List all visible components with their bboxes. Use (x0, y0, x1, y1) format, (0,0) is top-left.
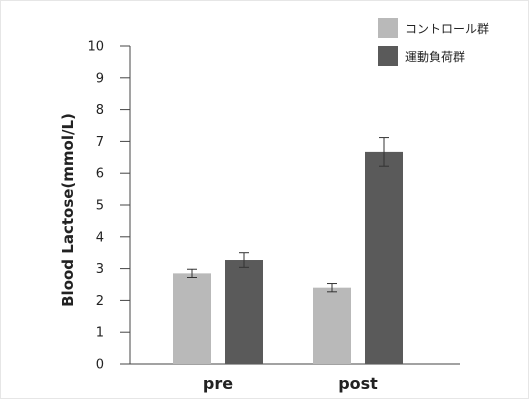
error-bars (187, 137, 389, 293)
y-tick-label: 6 (96, 167, 104, 182)
bar-post-series-0 (313, 287, 351, 364)
x-tick-label: post (338, 374, 378, 393)
axes (120, 45, 460, 365)
y-tick-label: 4 (96, 230, 104, 245)
bars (173, 151, 403, 364)
y-tick-label: 10 (87, 40, 104, 55)
y-tick-label: 2 (96, 294, 104, 309)
labels: 0 1 2 3 4 5 6 7 8 9 10 Blood Lactose(mmol/L) pre post (59, 40, 378, 394)
y-tick-label: 0 (96, 358, 104, 373)
y-tick-label: 7 (96, 135, 104, 150)
y-tick-label: 1 (96, 326, 104, 341)
bar-pre-series-0 (173, 273, 211, 364)
bar-post-series-1 (365, 151, 403, 364)
legend-swatch-1 (378, 46, 398, 66)
y-tick-label: 8 (96, 103, 104, 118)
legend-label-1: 運動負荷群 (405, 50, 465, 64)
legend-swatch-0 (378, 18, 398, 38)
y-tick-label: 5 (96, 199, 104, 214)
bar-pre-series-1 (225, 260, 263, 364)
x-tick-label: pre (203, 374, 233, 393)
y-axis-title: Blood Lactose(mmol/L) (59, 113, 77, 307)
y-tick-label: 9 (96, 71, 104, 86)
legend-label-0: コントロール群 (405, 22, 489, 36)
y-tick-label: 3 (96, 262, 104, 277)
